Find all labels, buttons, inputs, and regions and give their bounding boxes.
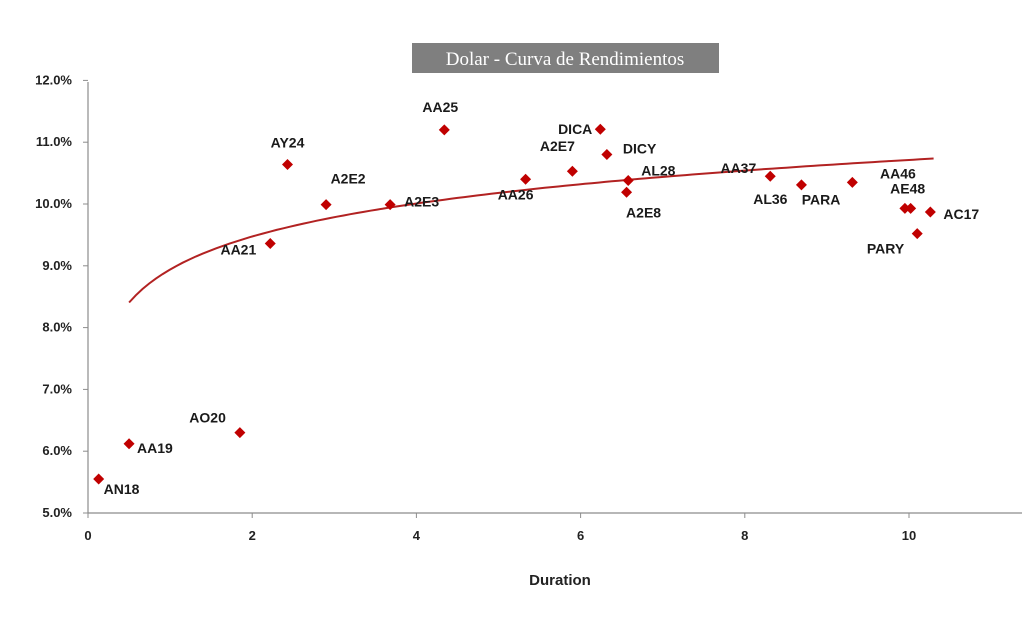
data-label-aa26: AA26 bbox=[498, 186, 534, 202]
x-tick-label: 4 bbox=[413, 528, 421, 543]
data-point-ae48 bbox=[905, 202, 917, 214]
data-point-dica bbox=[594, 123, 606, 135]
data-point-pary bbox=[911, 228, 923, 240]
data-label-dica: DICA bbox=[558, 121, 592, 137]
data-label-aa37: AA37 bbox=[720, 160, 756, 176]
data-label-ao20: AO20 bbox=[189, 410, 226, 426]
data-label-ae48: AE48 bbox=[890, 180, 925, 196]
x-tick-label: 8 bbox=[741, 528, 748, 543]
data-point-aa26 bbox=[520, 173, 532, 185]
data-point-al28 bbox=[622, 175, 634, 187]
data-label-aa46: AA46 bbox=[880, 165, 916, 181]
x-tick-label: 10 bbox=[902, 528, 916, 543]
data-point-a2e3 bbox=[384, 199, 396, 211]
y-tick-label: 8.0% bbox=[42, 320, 72, 335]
data-point-aa25 bbox=[438, 124, 450, 136]
data-label-aa19: AA19 bbox=[137, 440, 173, 456]
data-labels: AN18 AA19 AO20 AA21 AY24 A2E2 A2E3 AA25 AA26 A2E7… bbox=[104, 99, 980, 497]
x-tick-label: 2 bbox=[249, 528, 256, 543]
data-label-an18: AN18 bbox=[104, 481, 140, 497]
data-label-ay24: AY24 bbox=[271, 134, 305, 150]
data-label-a2e3: A2E3 bbox=[404, 194, 439, 210]
y-tick-label: 10.0% bbox=[35, 196, 72, 211]
data-label-a2e2: A2E2 bbox=[331, 171, 366, 187]
data-point-para bbox=[846, 176, 858, 188]
y-tick-label: 11.0% bbox=[36, 134, 73, 149]
y-tick-label: 12.0% bbox=[35, 72, 72, 87]
x-axis-title: Duration bbox=[529, 572, 591, 589]
data-point-aa37 bbox=[764, 170, 776, 182]
data-point-aa21 bbox=[264, 238, 276, 250]
y-tick-label: 7.0% bbox=[42, 381, 72, 396]
data-points bbox=[93, 123, 936, 485]
data-point-ao20 bbox=[234, 427, 246, 439]
data-label-ac17: AC17 bbox=[943, 206, 979, 222]
data-point-dicy bbox=[601, 149, 613, 161]
data-point-ay24 bbox=[282, 158, 294, 170]
chart-title-text: Dolar - Curva de Rendimientos bbox=[446, 49, 685, 70]
y-tick-label: 9.0% bbox=[42, 258, 72, 273]
data-label-a2e7: A2E7 bbox=[540, 138, 575, 154]
y-axis-ticks: 5.0% 6.0% 7.0% 8.0% 9.0% 10.0% 11.0% 12.0% bbox=[35, 72, 88, 520]
trendline bbox=[128, 157, 934, 304]
data-point-aa19 bbox=[123, 438, 135, 450]
data-label-aa25: AA25 bbox=[422, 99, 458, 115]
data-point-a2e2 bbox=[320, 199, 332, 211]
data-point-an18 bbox=[93, 473, 105, 485]
data-label-dicy: DICY bbox=[623, 141, 657, 157]
title-background bbox=[412, 43, 719, 73]
data-label-al28: AL28 bbox=[641, 163, 675, 179]
data-label-a2e8: A2E8 bbox=[626, 204, 661, 220]
x-tick-label: 0 bbox=[84, 528, 91, 543]
x-axis-ticks: 0 2 4 6 8 10 bbox=[84, 513, 916, 543]
y-tick-label: 5.0% bbox=[42, 505, 72, 520]
data-point-al36 bbox=[795, 179, 807, 191]
data-label-pary: PARY bbox=[867, 241, 905, 257]
data-point-ac17 bbox=[924, 206, 936, 218]
x-tick-label: 6 bbox=[577, 528, 584, 543]
chart-title: Dolar - Curva de Rendimientos bbox=[412, 43, 719, 73]
data-point-a2e8 bbox=[621, 186, 633, 198]
data-point-aa46 bbox=[899, 202, 911, 214]
data-label-para: PARA bbox=[802, 191, 841, 207]
data-label-aa21: AA21 bbox=[220, 242, 256, 258]
y-tick-label: 6.0% bbox=[42, 443, 72, 458]
data-point-a2e7 bbox=[566, 165, 578, 177]
data-label-al36: AL36 bbox=[753, 191, 787, 207]
